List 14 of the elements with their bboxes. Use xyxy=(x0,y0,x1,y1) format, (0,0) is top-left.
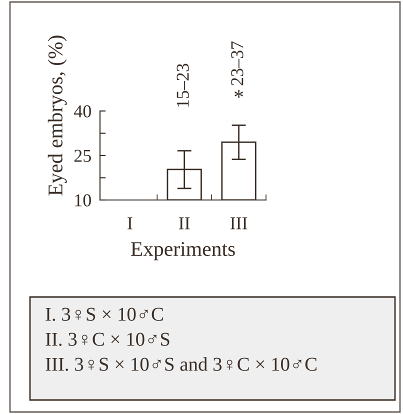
text: I. 3♀S × 10♂C xyxy=(46,308,163,321)
y-tick-label: 10 xyxy=(75,194,91,206)
x-tick-label: I xyxy=(128,217,132,230)
x-axis-title: Experiments xyxy=(130,242,235,260)
x-tick-label: II xyxy=(179,217,190,230)
y-tick-label: 40 xyxy=(74,105,91,118)
y-tick-label: 25 xyxy=(74,150,91,162)
x-tick-label: III xyxy=(230,217,248,230)
text: 23–37 xyxy=(231,41,244,86)
y-axis-title: Eyed embryos, (%) xyxy=(48,36,67,196)
text: * xyxy=(234,90,243,98)
text: II. 3♀C × 10♂S xyxy=(46,332,170,346)
text: 15–23 xyxy=(176,64,189,107)
text: III. 3♀S × 10♂S and 3♀C × 10♂C xyxy=(46,357,316,371)
